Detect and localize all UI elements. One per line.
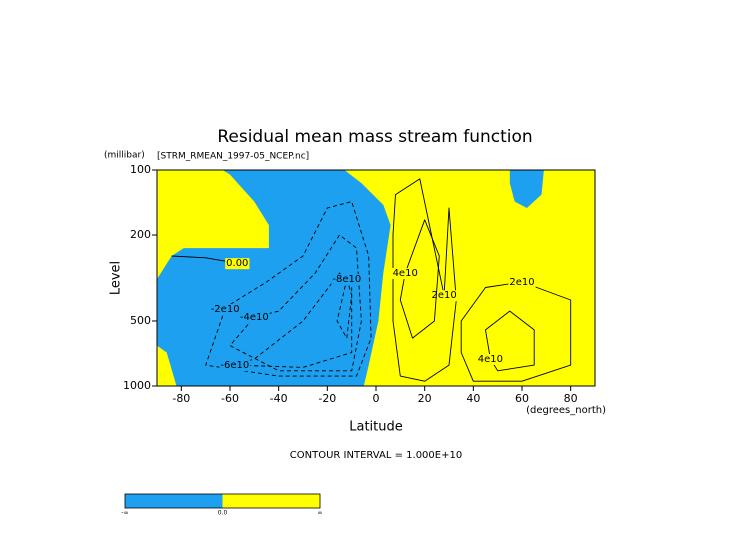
x-tick-label: 20 <box>418 392 432 405</box>
x-tick-label: 0 <box>373 392 380 405</box>
colorbar-frame <box>124 493 321 509</box>
contour-label: -8e10 <box>332 274 361 285</box>
negative-region <box>509 170 544 208</box>
x-tick-label: -60 <box>221 392 239 405</box>
x-tick-label: 40 <box>466 392 480 405</box>
contour-label-bg <box>219 360 251 372</box>
contour-label-bg <box>508 276 536 288</box>
contour-label: -4e10 <box>240 312 269 323</box>
y-axis-label: Level <box>109 261 124 295</box>
x-axis-label: Latitude <box>349 420 403 435</box>
axes: -80 -60 -40 -20 0 20 40 60 80 100 200 500 1000 <box>123 163 596 405</box>
contour-label: -2e10 <box>211 304 240 315</box>
contour-label: 0.00 <box>226 258 248 269</box>
contour-label-bg <box>238 312 270 324</box>
contour-label-bg <box>476 354 504 366</box>
contour-label-bg <box>209 303 241 315</box>
contour-label: 2e10 <box>432 290 457 301</box>
colorbar-label: -∞ <box>121 510 128 517</box>
x-tick-label: 60 <box>515 392 529 405</box>
x-tick-label: -20 <box>318 392 336 405</box>
contour-line <box>460 281 572 382</box>
y-tick-label: 1000 <box>123 379 151 392</box>
contour-line <box>399 219 440 339</box>
contour-note: CONTOUR INTERVAL = 1.000E+10 <box>290 450 462 461</box>
negative-region <box>157 170 391 386</box>
contour-line <box>205 201 372 377</box>
contour-label-bg <box>430 290 458 302</box>
contour-line <box>485 310 535 372</box>
contour-label-bg <box>331 274 363 286</box>
colorbar-label: 0.0 <box>218 510 228 517</box>
plot-area: 0.00 -2e10-4e10 -6e10 -8e10 2e10 4e10 2e10 4e10 <box>157 170 595 386</box>
contour-line <box>229 234 362 372</box>
colorbar-swatch <box>125 494 223 508</box>
contour-label: 4e10 <box>478 354 503 365</box>
colorbar-label: ∞ <box>318 510 323 517</box>
contour-label: -6e10 <box>220 360 249 371</box>
chart-title: Residual mean mass stream function <box>217 127 532 147</box>
contour-label: 4e10 <box>393 268 418 279</box>
contour-label-bg <box>225 258 250 270</box>
x-tick-label: -80 <box>172 392 190 405</box>
y-tick-label: 500 <box>130 314 151 327</box>
contour-line <box>336 278 353 339</box>
contour-line <box>392 178 457 382</box>
contour-label: 2e10 <box>509 277 534 288</box>
x-tick-label: -40 <box>270 392 288 405</box>
contour-line <box>234 272 353 368</box>
y-tick-label: 100 <box>130 163 151 176</box>
colorbar-swatch <box>222 494 320 508</box>
y-units: (millibar) <box>104 151 145 161</box>
subtitle: [STRM_RMEAN_1997-05_NCEP.nc] <box>157 152 309 162</box>
contour-label-bg <box>391 268 419 280</box>
x-units: (degrees_north) <box>526 405 606 416</box>
y-tick-label: 200 <box>130 228 151 241</box>
x-tick-label: 80 <box>564 392 578 405</box>
